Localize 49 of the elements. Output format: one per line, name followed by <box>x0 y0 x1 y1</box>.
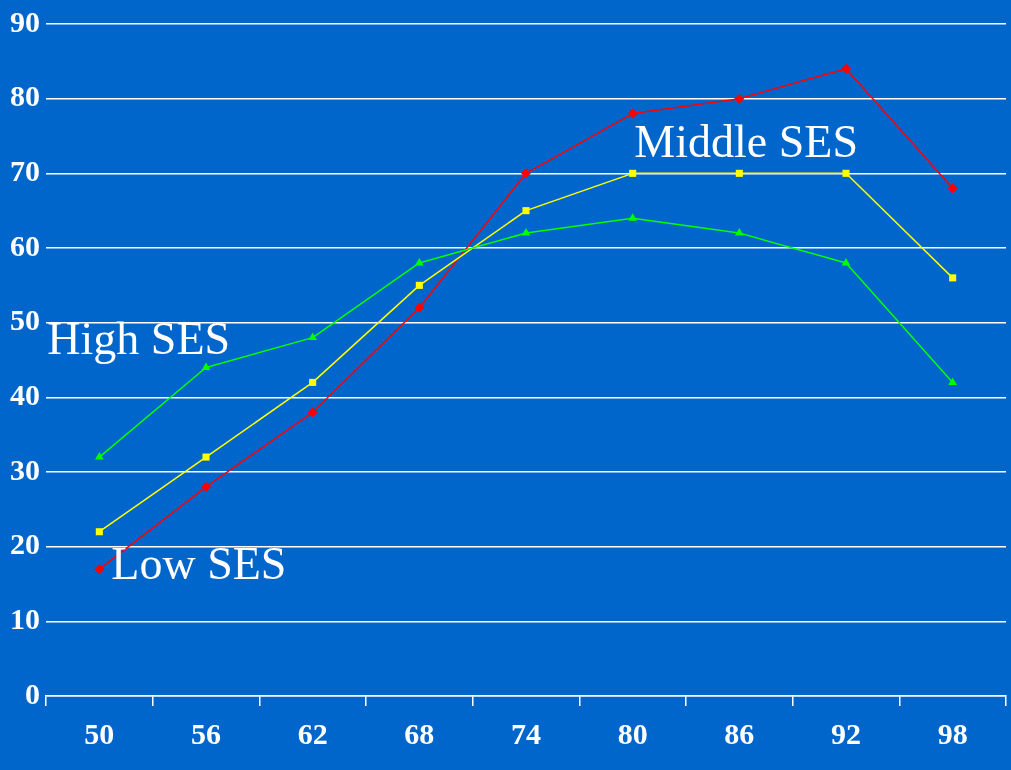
point <box>627 108 638 119</box>
point <box>95 528 103 536</box>
x-tick-label: 68 <box>404 716 435 750</box>
x-tick-label: 98 <box>937 716 968 750</box>
point <box>947 183 958 194</box>
x-tick-label: 86 <box>724 716 755 750</box>
point <box>201 362 211 370</box>
point <box>521 228 531 236</box>
point <box>735 169 743 177</box>
point <box>522 207 530 215</box>
x-tick-label: 80 <box>617 716 648 750</box>
y-tick-label: 30 <box>10 452 40 486</box>
point <box>841 257 851 266</box>
point <box>734 93 745 104</box>
point <box>414 302 425 313</box>
point <box>309 378 317 386</box>
point <box>415 257 424 266</box>
series-label: Low SES <box>111 538 287 590</box>
x-tick-label: 50 <box>84 716 115 750</box>
point <box>308 332 317 341</box>
y-tick-label: 50 <box>10 303 40 337</box>
point <box>735 228 744 236</box>
point <box>415 281 423 289</box>
y-tick-label: 10 <box>10 602 40 636</box>
y-tick-label: 90 <box>10 4 40 38</box>
point <box>629 169 637 177</box>
series-label: Middle SES <box>634 116 858 168</box>
y-tick-label: 20 <box>10 527 40 561</box>
series-label: High SES <box>47 313 231 365</box>
x-tick-label: 74 <box>511 716 541 750</box>
point <box>949 274 957 282</box>
y-tick-label: 40 <box>10 378 40 412</box>
point <box>201 481 211 492</box>
point <box>521 168 531 179</box>
y-tick-label: 0 <box>25 676 40 710</box>
point <box>948 377 957 385</box>
point <box>202 453 210 461</box>
point <box>94 564 105 575</box>
point <box>628 213 637 221</box>
point <box>841 63 851 74</box>
x-tick-label: 62 <box>297 716 328 750</box>
x-tick-label: 56 <box>191 716 221 750</box>
y-tick-label: 70 <box>10 154 40 188</box>
y-tick-label: 60 <box>10 228 40 262</box>
point <box>842 169 850 177</box>
x-tick-label: 92 <box>831 716 861 750</box>
point <box>95 452 104 460</box>
y-tick-label: 80 <box>10 79 40 113</box>
point <box>307 407 318 418</box>
